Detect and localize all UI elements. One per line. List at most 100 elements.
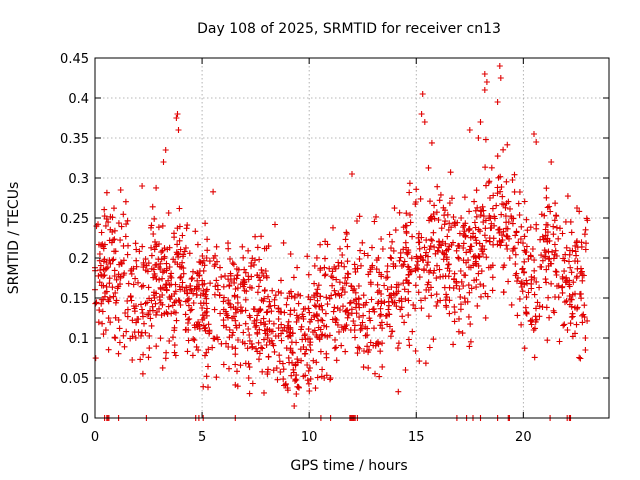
data-point <box>354 218 360 224</box>
data-point <box>261 389 267 396</box>
data-point <box>136 248 143 255</box>
data-point <box>433 275 440 282</box>
data-point <box>342 274 349 281</box>
data-point <box>397 249 404 256</box>
data-point <box>412 348 419 354</box>
data-point <box>200 257 207 264</box>
data-point <box>386 292 393 299</box>
data-point <box>462 233 469 240</box>
data-point <box>569 313 576 320</box>
data-point <box>428 236 435 243</box>
data-point <box>111 334 118 341</box>
data-point <box>186 295 192 302</box>
data-point <box>578 295 585 302</box>
data-point <box>112 299 119 306</box>
data-point <box>538 264 545 270</box>
data-point <box>577 270 584 277</box>
data-point <box>265 303 272 310</box>
data-point <box>232 309 239 316</box>
data-point <box>533 139 540 145</box>
data-point <box>171 349 178 356</box>
data-point <box>393 290 400 297</box>
data-point <box>132 240 139 247</box>
data-point <box>167 273 174 280</box>
data-point <box>471 219 478 226</box>
data-point <box>317 293 324 300</box>
data-point <box>272 333 279 340</box>
data-point <box>245 326 252 332</box>
data-point <box>227 272 234 279</box>
data-point <box>160 159 167 165</box>
data-point <box>546 314 553 321</box>
data-point <box>360 302 367 309</box>
data-point <box>351 297 357 304</box>
data-point <box>336 279 343 286</box>
data-point <box>390 260 397 267</box>
data-point <box>222 272 228 279</box>
data-point <box>199 305 206 311</box>
data-point <box>409 328 416 335</box>
data-point <box>579 319 586 326</box>
data-point <box>103 259 110 266</box>
data-point <box>226 300 233 307</box>
data-point <box>150 307 156 314</box>
data-point <box>173 317 180 324</box>
y-tick-label: 0.15 <box>60 292 89 307</box>
data-points <box>92 63 591 421</box>
data-point <box>177 246 184 253</box>
data-point <box>553 253 560 259</box>
data-point <box>306 309 313 316</box>
data-point <box>139 306 145 313</box>
data-point <box>185 337 192 344</box>
data-point <box>263 342 270 348</box>
data-point <box>200 267 207 274</box>
data-point <box>172 352 179 359</box>
data-point <box>110 256 117 263</box>
data-point <box>463 249 470 256</box>
data-point <box>433 302 440 309</box>
data-point <box>248 259 255 266</box>
data-point <box>304 362 311 368</box>
data-point <box>333 344 339 351</box>
data-point <box>504 141 511 148</box>
data-point <box>556 338 563 345</box>
data-point <box>467 234 474 241</box>
data-point <box>482 314 489 321</box>
data-point <box>111 273 118 279</box>
data-point <box>223 324 230 331</box>
data-point <box>378 291 385 297</box>
data-point <box>500 289 507 296</box>
data-point <box>431 202 438 209</box>
grid-lines <box>95 58 609 418</box>
data-point <box>117 281 123 288</box>
data-point <box>159 247 166 254</box>
data-point <box>146 295 153 302</box>
data-point <box>527 224 534 231</box>
data-point <box>561 321 568 328</box>
data-point <box>171 234 178 241</box>
data-point <box>199 253 206 259</box>
data-point <box>421 244 428 251</box>
data-point <box>427 243 434 249</box>
data-point <box>200 383 207 390</box>
data-point <box>171 324 178 331</box>
data-point <box>197 259 204 266</box>
data-point <box>265 366 271 373</box>
data-point <box>430 211 437 217</box>
data-point <box>401 286 408 293</box>
data-point <box>419 91 426 97</box>
data-point <box>151 294 158 301</box>
data-point <box>403 222 410 229</box>
data-point <box>166 338 173 344</box>
data-point <box>184 222 191 229</box>
data-point <box>211 306 218 313</box>
data-point <box>173 115 180 121</box>
data-point <box>479 242 486 249</box>
data-point <box>92 355 99 362</box>
data-point <box>373 257 380 264</box>
data-point <box>399 313 406 320</box>
y-tick-label: 0.3 <box>68 172 89 187</box>
data-point <box>434 183 441 190</box>
data-point <box>533 305 539 312</box>
data-point <box>146 332 153 339</box>
